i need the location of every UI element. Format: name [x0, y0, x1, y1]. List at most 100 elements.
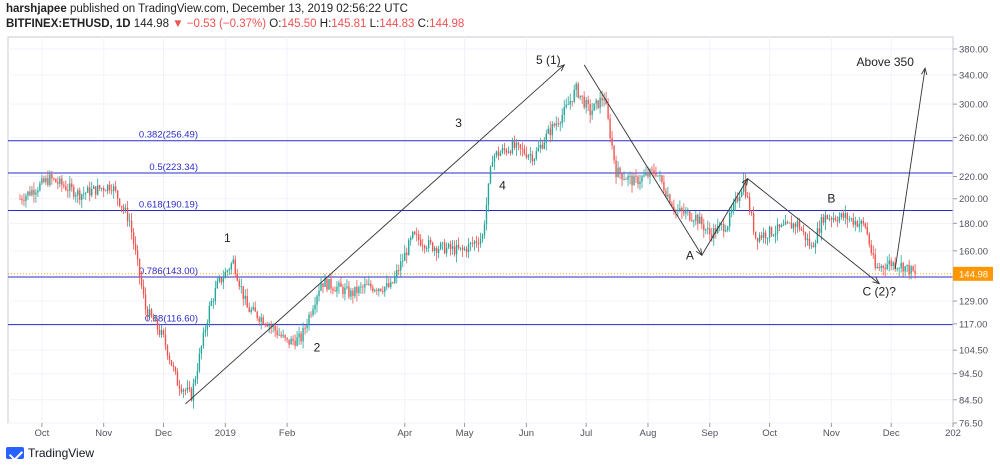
candle-body: [776, 224, 779, 234]
time-tick-label: Oct: [762, 428, 777, 439]
candle-body: [894, 262, 896, 269]
candle-body: [842, 213, 845, 218]
candle-body: [762, 232, 765, 238]
candle-body: [872, 253, 874, 255]
candle-body: [501, 148, 504, 153]
time-axis[interactable]: Oct Nov Dec 2019 Feb Apr May Jun Jul Aug Sep Oct Nov…: [35, 423, 961, 439]
candle-body: [521, 148, 524, 149]
candle-body: [587, 99, 589, 105]
candle-body: [168, 355, 171, 361]
candle-body: [206, 322, 209, 330]
candle-body: [671, 203, 673, 207]
wave-arrow-head: [557, 64, 566, 72]
candle-body: [635, 176, 637, 178]
time-tick-label: Aug: [640, 428, 657, 439]
candle-body: [573, 89, 575, 102]
candle-body: [152, 316, 155, 322]
candle-body: [376, 290, 378, 291]
candle-body: [627, 176, 629, 180]
candle-body: [104, 190, 107, 192]
candle-body: [475, 241, 478, 244]
candle-body: [583, 96, 585, 108]
candle-body: [717, 226, 719, 234]
candle-body: [798, 220, 801, 230]
candle-body: [87, 187, 89, 193]
candle-body: [744, 180, 747, 197]
candle-body: [856, 221, 859, 227]
low-label: L:: [369, 18, 380, 30]
candle-body: [69, 183, 71, 191]
candle-body: [760, 235, 763, 238]
candle-body: [792, 223, 795, 229]
candle-body: [374, 290, 376, 292]
candle-body: [208, 305, 211, 323]
time-tick-label: Oct: [35, 428, 50, 439]
candle-body: [808, 238, 811, 247]
candle-body: [477, 243, 480, 245]
candle-body: [118, 198, 121, 206]
last-price-tag: [953, 266, 993, 281]
candle-body: [447, 243, 450, 248]
candle-body: [804, 231, 807, 241]
candle-body: [505, 149, 508, 153]
fib-level-label: 0.382(256.49): [139, 130, 198, 141]
candle-body: [112, 186, 115, 191]
candle-body: [898, 268, 900, 269]
candle-body: [794, 223, 797, 227]
candle-body: [386, 283, 388, 287]
candle-body: [138, 258, 141, 277]
candle-body: [130, 220, 133, 233]
candle-body: [547, 128, 549, 134]
candle-body: [382, 290, 384, 292]
candle-body: [51, 174, 53, 179]
candle-body: [154, 319, 157, 322]
candle-body: [99, 185, 101, 189]
wave-label: 4: [499, 179, 506, 193]
candle-body: [778, 224, 781, 227]
tradingview-logo[interactable]: TradingView: [6, 446, 94, 460]
candle-body: [611, 138, 613, 146]
candle-body: [248, 307, 250, 312]
candle-body: [595, 100, 597, 104]
candle-body: [29, 191, 31, 196]
candle-body: [97, 185, 99, 195]
candle-body: [408, 240, 410, 256]
candle-body: [160, 330, 163, 335]
candle-body: [509, 151, 512, 154]
fib-level-label: 0.786(143.00): [139, 266, 198, 277]
candle-body: [419, 239, 422, 246]
candle-body: [364, 284, 366, 288]
candle-body: [517, 142, 520, 145]
candle-body: [467, 244, 470, 253]
candle-body: [473, 241, 476, 244]
candle-body: [581, 95, 583, 97]
candle-body: [816, 228, 819, 244]
time-tick-label: Sep: [701, 428, 718, 439]
candle-body: [471, 242, 474, 244]
candle-body: [613, 145, 615, 161]
candle-body: [81, 194, 83, 200]
candle-body: [294, 340, 296, 346]
wave-label: A: [686, 249, 694, 263]
candle-body: [350, 290, 352, 297]
candle-body: [713, 228, 715, 239]
candle-body: [734, 197, 737, 203]
candle-body: [146, 309, 149, 318]
candle-body: [832, 217, 835, 220]
candle-body: [25, 195, 27, 202]
candle-body: [481, 235, 484, 240]
candle-body: [507, 151, 510, 153]
candle-body: [655, 173, 657, 176]
candle-body: [537, 147, 540, 152]
candle-body: [866, 226, 868, 235]
price-axis[interactable]: 380.00 340.00 300.00 260.00 220.00 200.00 180.…: [953, 44, 993, 430]
candle-body: [234, 259, 236, 274]
candle-body: [774, 233, 777, 236]
price-chart[interactable]: 0.382(256.49) 0.5(223.34) 0.618(190.19) 0.7…: [0, 0, 1000, 441]
candle-body: [256, 311, 258, 319]
candle-body: [854, 221, 857, 225]
author-name[interactable]: harshjapee: [6, 3, 67, 15]
candle-body: [675, 210, 677, 212]
candle-body: [23, 200, 25, 202]
candle-body: [380, 288, 382, 291]
